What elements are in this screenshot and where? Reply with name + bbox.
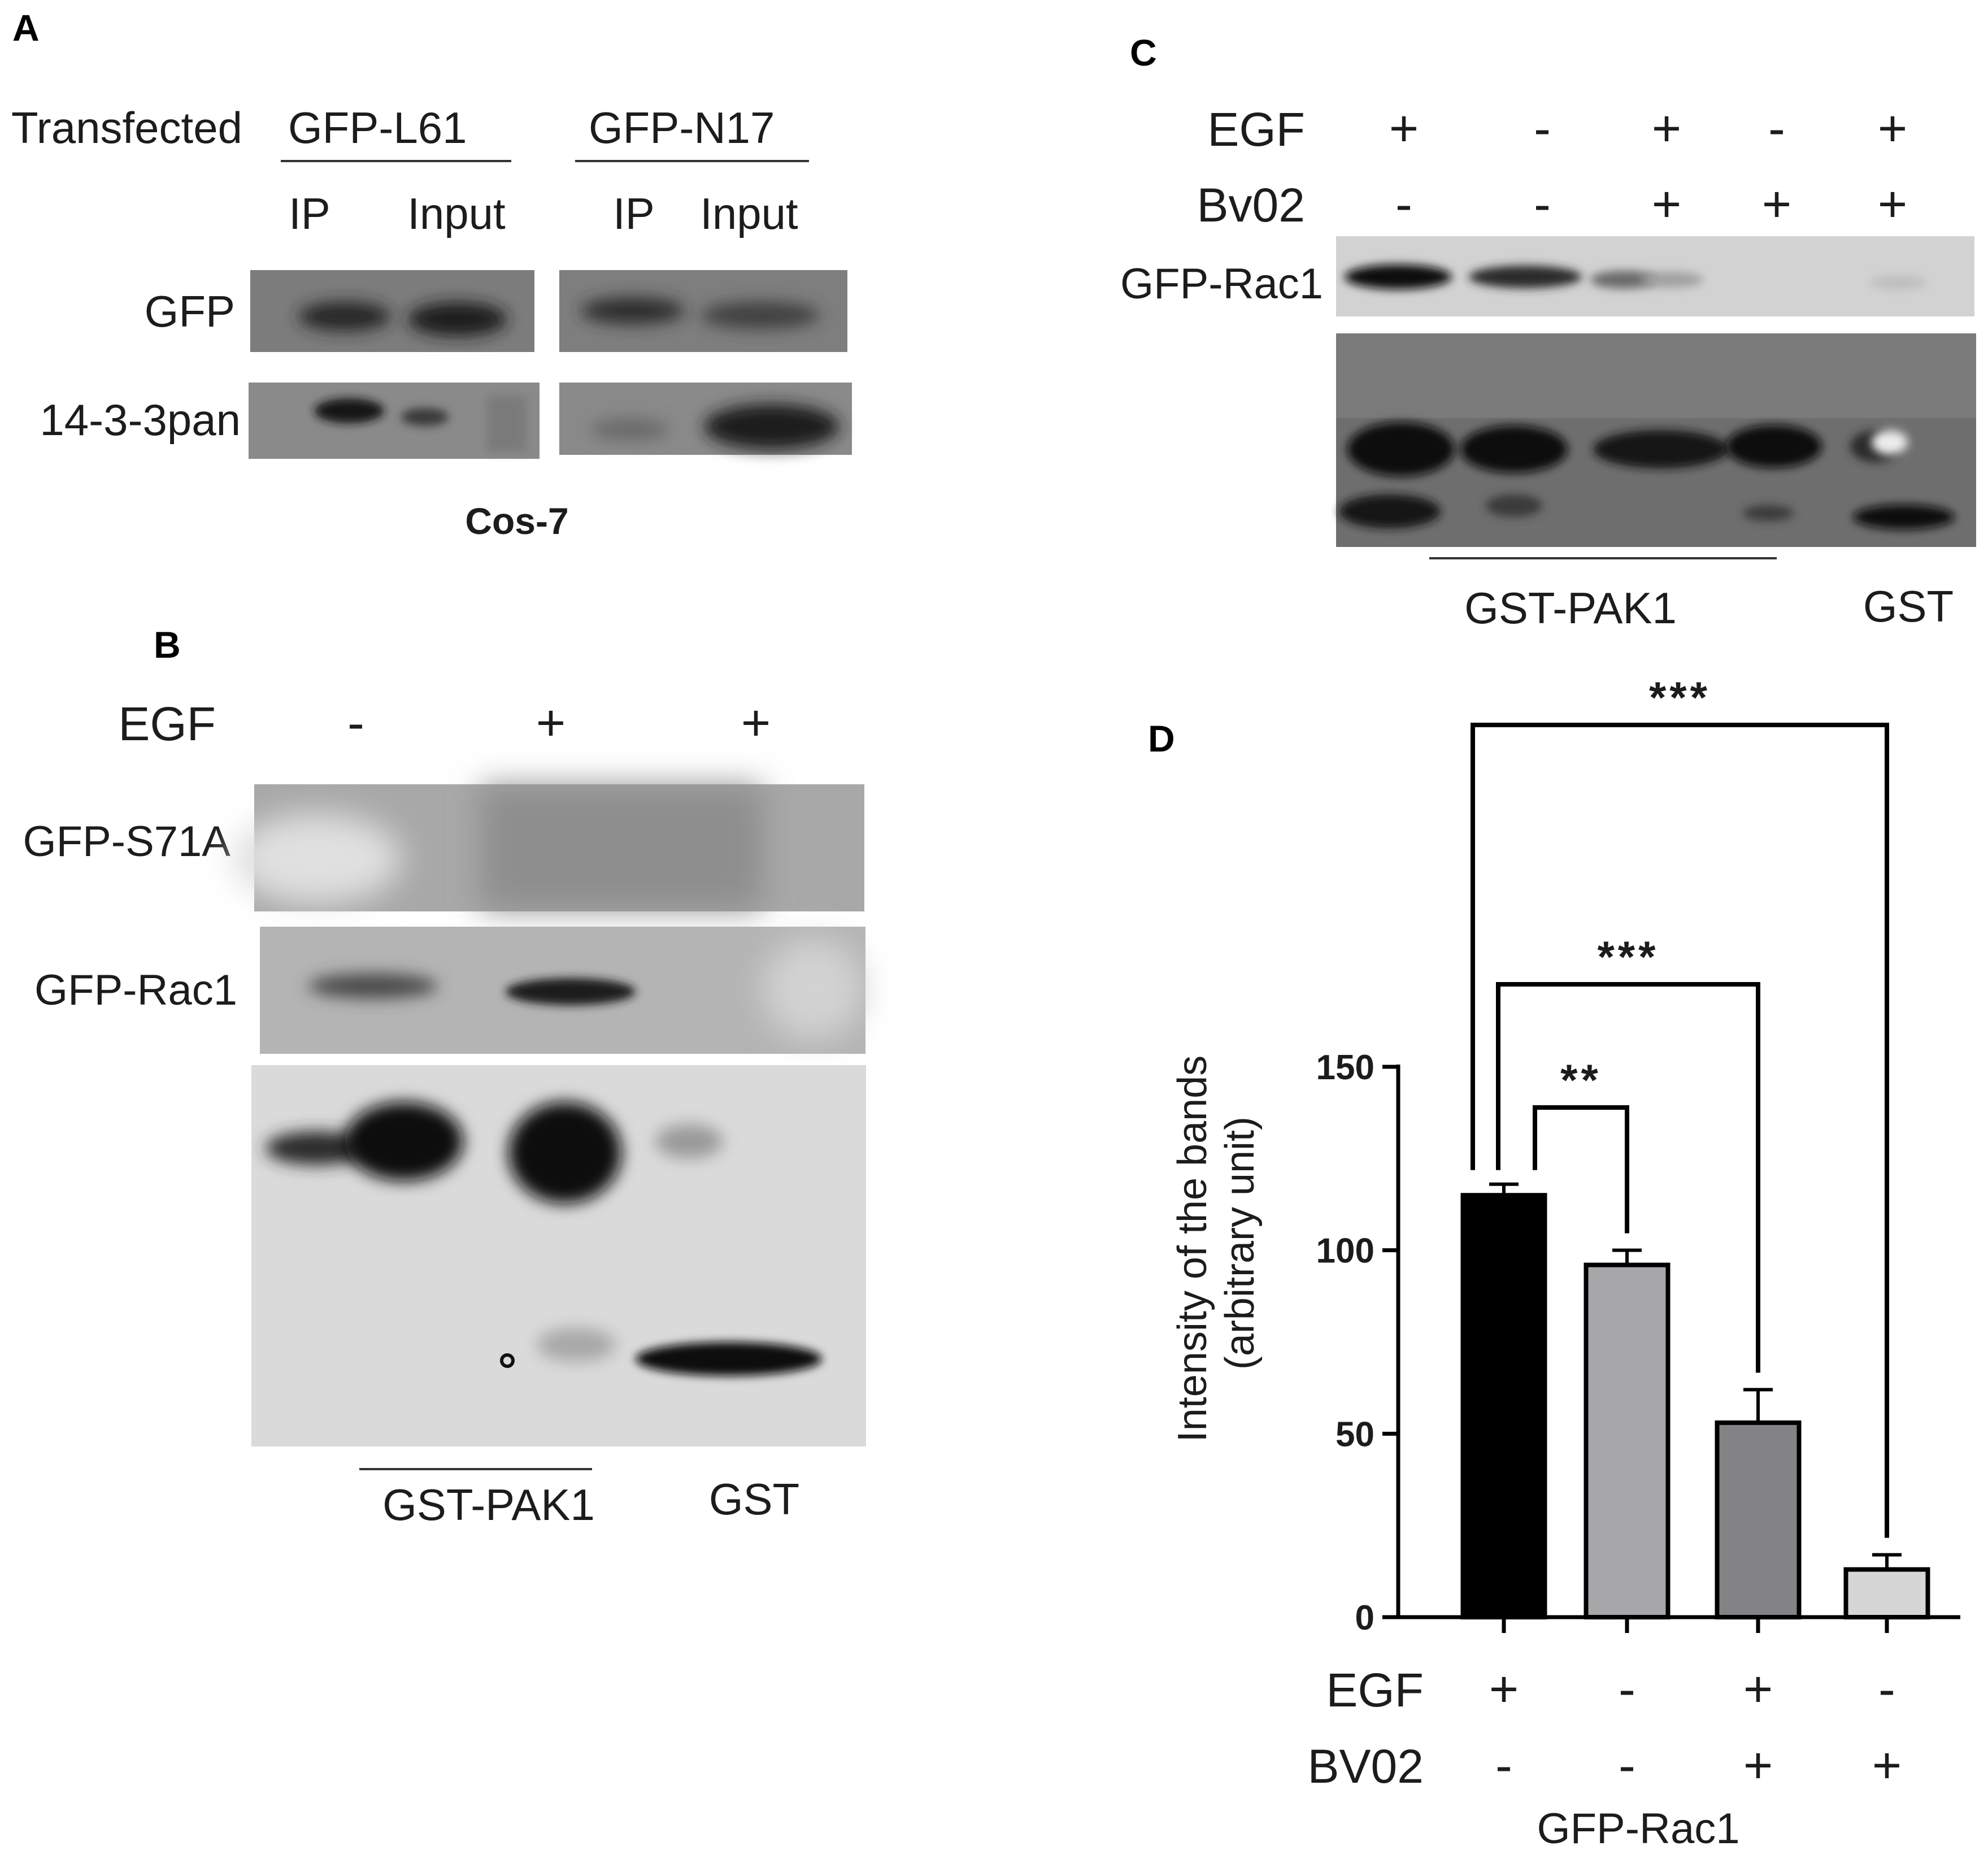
- egf-b-1: -: [347, 695, 364, 752]
- y-axis-label-line-2: (arbitrary unit): [1217, 1117, 1263, 1370]
- row-label-gfp-rac1-b: GFP-Rac1: [34, 966, 237, 1014]
- blot-b-pulldown: [251, 1065, 866, 1447]
- panel-a: A Transfected GFP-L61 GFP-N17 IP Input I…: [11, 7, 852, 542]
- bv02-d-3: +: [1743, 1738, 1773, 1794]
- egf-c-1: +: [1389, 101, 1419, 157]
- bv02-d-1: -: [1495, 1738, 1512, 1794]
- label-gst-pak1-c: GST-PAK1: [1464, 583, 1677, 633]
- significance-label-2: **: [1560, 1055, 1602, 1105]
- bar-0: [1460, 1193, 1547, 1619]
- egf-c-2: -: [1534, 101, 1551, 157]
- row-label-gfp-s71a: GFP-S71A: [23, 818, 231, 866]
- row-label-gfp-rac1-c: GFP-Rac1: [1120, 260, 1323, 308]
- significance-label-1: ***: [1597, 932, 1659, 981]
- group-label-n17: GFP-N17: [589, 103, 775, 153]
- bv02-c-4: +: [1762, 176, 1792, 233]
- bar-1: [1584, 1262, 1671, 1619]
- y-tick-label-3: 150: [1316, 1048, 1374, 1087]
- egf-label-b: EGF: [118, 697, 216, 750]
- lane-label-input-l61: Input: [407, 189, 506, 238]
- blot-b-s71a: [232, 784, 864, 911]
- egf-c-5: +: [1878, 101, 1908, 157]
- cell-line-label: Cos-7: [465, 500, 568, 542]
- bv02-c-5: +: [1878, 176, 1908, 233]
- row-label-gfp: GFP: [145, 286, 235, 336]
- panel-b-letter: B: [154, 624, 181, 666]
- blot-b-rac1: [260, 927, 865, 1054]
- row-label-14-3-3pan: 14-3-3pan: [40, 395, 241, 445]
- egf-d-3: +: [1743, 1661, 1773, 1718]
- egf-b-3: +: [741, 695, 771, 752]
- blot-a-gfp-l61: [250, 270, 534, 352]
- panel-a-letter: A: [12, 7, 40, 49]
- panel-d: D Intensity of the bands (arbitrary unit…: [1148, 672, 1960, 1853]
- lane-label-input-n17: Input: [700, 189, 798, 238]
- bv02-d-4: +: [1872, 1738, 1902, 1794]
- panel-c-letter: C: [1130, 32, 1157, 73]
- lane-label-ip-n17: IP: [613, 189, 655, 238]
- bv02-c-2: -: [1534, 176, 1551, 233]
- panel-b: B EGF - + + GFP-S71A GFP-Rac1 G: [23, 624, 866, 1530]
- significance-bracket-2: [1533, 1105, 1629, 1233]
- lane-label-ip-l61: IP: [289, 189, 330, 238]
- blot-a-1433-l61: [249, 383, 540, 459]
- label-gst-b: GST: [709, 1474, 799, 1524]
- bar-3: [1843, 1567, 1930, 1619]
- bv02-label-c: Bv02: [1197, 179, 1305, 232]
- bar-2: [1715, 1420, 1802, 1619]
- y-axis-label-line-1: Intensity of the bands: [1170, 1056, 1215, 1442]
- egf-c-3: +: [1652, 101, 1682, 157]
- panel-d-letter: D: [1148, 718, 1175, 759]
- panel-c: C EGF Bv02 + - + - + - - + + + GFP-Rac1: [1120, 32, 1976, 633]
- significance-bracket-0: [1471, 723, 1889, 1538]
- egf-b-2: +: [536, 695, 566, 752]
- blot-a-gfp-n17: [559, 270, 847, 352]
- y-axis-label: Intensity of the bands (arbitrary unit): [1170, 1044, 1263, 1442]
- bv02-c-3: +: [1652, 176, 1682, 233]
- x-group-label: GFP-Rac1: [1537, 1805, 1740, 1853]
- blot-c-pulldown: [1336, 333, 1976, 547]
- condition-labels: + - + - - - + +: [1489, 1661, 1902, 1794]
- y-tick-label-1: 50: [1336, 1415, 1374, 1454]
- egf-d-2: -: [1619, 1661, 1635, 1718]
- bv02-label-d: BV02: [1308, 1740, 1424, 1793]
- egf-d-1: +: [1489, 1661, 1519, 1718]
- egf-c-4: -: [1768, 101, 1785, 157]
- egf-label-c: EGF: [1207, 103, 1305, 156]
- label-gst-pak1-b: GST-PAK1: [382, 1480, 595, 1530]
- blot-c-rac1: [1336, 236, 1974, 316]
- bv02-c-1: -: [1395, 176, 1412, 233]
- bv02-d-2: -: [1619, 1738, 1635, 1794]
- transfected-label: Transfected: [11, 103, 242, 153]
- egf-d-4: -: [1878, 1661, 1895, 1718]
- y-tick-label-2: 100: [1316, 1232, 1374, 1271]
- group-label-l61: GFP-L61: [288, 103, 467, 153]
- egf-label-d: EGF: [1326, 1663, 1424, 1717]
- label-gst-c: GST: [1863, 581, 1954, 631]
- significance-label-0: ***: [1649, 672, 1711, 722]
- y-tick-label-0: 0: [1355, 1599, 1374, 1638]
- blot-a-1433-n17: [559, 383, 852, 455]
- significance-bracket-1: [1496, 982, 1760, 1373]
